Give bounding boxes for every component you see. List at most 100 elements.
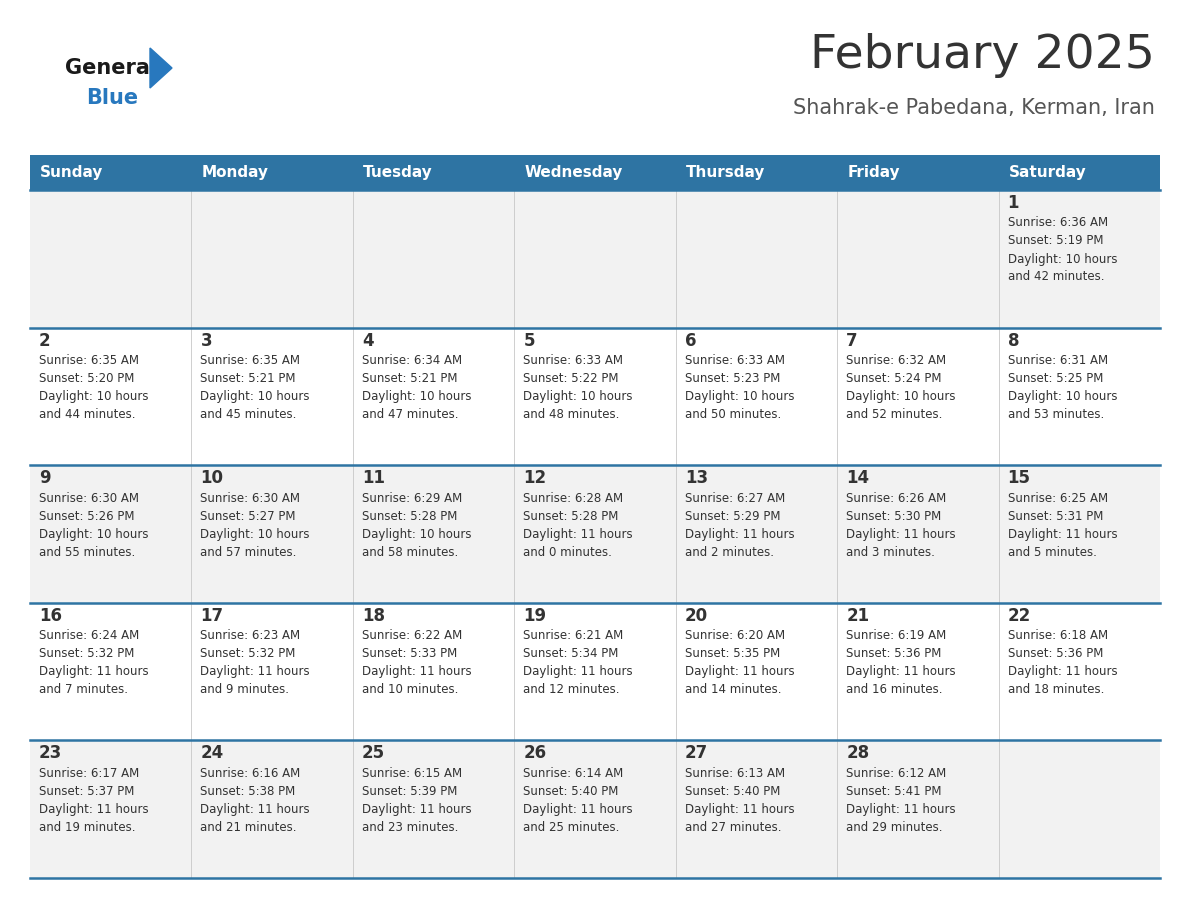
- Text: Blue: Blue: [86, 88, 138, 108]
- Text: and 50 minutes.: and 50 minutes.: [684, 409, 781, 421]
- Text: Daylight: 11 hours: Daylight: 11 hours: [362, 803, 472, 816]
- Text: Sunset: 5:25 PM: Sunset: 5:25 PM: [1007, 372, 1102, 385]
- Text: Sunrise: 6:30 AM: Sunrise: 6:30 AM: [39, 492, 139, 505]
- Text: Sunrise: 6:35 AM: Sunrise: 6:35 AM: [201, 354, 301, 367]
- Text: Sunrise: 6:36 AM: Sunrise: 6:36 AM: [1007, 217, 1107, 230]
- Text: and 53 minutes.: and 53 minutes.: [1007, 409, 1104, 421]
- Text: Daylight: 10 hours: Daylight: 10 hours: [1007, 252, 1117, 265]
- Text: Daylight: 11 hours: Daylight: 11 hours: [1007, 666, 1117, 678]
- Text: Sunset: 5:34 PM: Sunset: 5:34 PM: [523, 647, 619, 660]
- Text: 23: 23: [39, 744, 62, 763]
- Text: 4: 4: [362, 331, 373, 350]
- Text: Tuesday: Tuesday: [362, 165, 432, 180]
- Text: 2: 2: [39, 331, 51, 350]
- Text: Daylight: 10 hours: Daylight: 10 hours: [201, 390, 310, 403]
- Text: and 47 minutes.: and 47 minutes.: [362, 409, 459, 421]
- Text: Sunset: 5:37 PM: Sunset: 5:37 PM: [39, 785, 134, 798]
- Text: Daylight: 10 hours: Daylight: 10 hours: [523, 390, 633, 403]
- Text: 26: 26: [523, 744, 546, 763]
- Text: and 14 minutes.: and 14 minutes.: [684, 683, 782, 696]
- Text: Sunset: 5:24 PM: Sunset: 5:24 PM: [846, 372, 942, 385]
- Text: and 18 minutes.: and 18 minutes.: [1007, 683, 1104, 696]
- Text: Sunrise: 6:30 AM: Sunrise: 6:30 AM: [201, 492, 301, 505]
- Text: Sunrise: 6:33 AM: Sunrise: 6:33 AM: [684, 354, 785, 367]
- Text: 14: 14: [846, 469, 870, 487]
- Text: Sunrise: 6:34 AM: Sunrise: 6:34 AM: [362, 354, 462, 367]
- Text: Daylight: 11 hours: Daylight: 11 hours: [201, 803, 310, 816]
- Text: General: General: [65, 58, 157, 78]
- Bar: [30, 603, 1159, 741]
- Text: Sunset: 5:22 PM: Sunset: 5:22 PM: [523, 372, 619, 385]
- Text: Sunrise: 6:17 AM: Sunrise: 6:17 AM: [39, 767, 139, 780]
- Text: Sunset: 5:35 PM: Sunset: 5:35 PM: [684, 647, 781, 660]
- Text: Daylight: 10 hours: Daylight: 10 hours: [39, 528, 148, 541]
- Text: Sunrise: 6:13 AM: Sunrise: 6:13 AM: [684, 767, 785, 780]
- Text: 8: 8: [1007, 331, 1019, 350]
- Text: Sunset: 5:30 PM: Sunset: 5:30 PM: [846, 509, 941, 522]
- Text: Sunrise: 6:24 AM: Sunrise: 6:24 AM: [39, 630, 139, 643]
- Text: and 29 minutes.: and 29 minutes.: [846, 821, 942, 834]
- Text: Sunset: 5:32 PM: Sunset: 5:32 PM: [201, 647, 296, 660]
- Text: Saturday: Saturday: [1009, 165, 1086, 180]
- Text: Sunrise: 6:31 AM: Sunrise: 6:31 AM: [1007, 354, 1107, 367]
- Text: Sunrise: 6:18 AM: Sunrise: 6:18 AM: [1007, 630, 1107, 643]
- Text: and 48 minutes.: and 48 minutes.: [523, 409, 620, 421]
- Text: Daylight: 11 hours: Daylight: 11 hours: [846, 803, 956, 816]
- Text: and 12 minutes.: and 12 minutes.: [523, 683, 620, 696]
- Text: Sunrise: 6:27 AM: Sunrise: 6:27 AM: [684, 492, 785, 505]
- Text: 6: 6: [684, 331, 696, 350]
- Text: Sunrise: 6:25 AM: Sunrise: 6:25 AM: [1007, 492, 1107, 505]
- Text: Daylight: 11 hours: Daylight: 11 hours: [523, 803, 633, 816]
- Text: Sunrise: 6:19 AM: Sunrise: 6:19 AM: [846, 630, 947, 643]
- Text: and 3 minutes.: and 3 minutes.: [846, 545, 935, 559]
- Text: Thursday: Thursday: [685, 165, 765, 180]
- Text: and 44 minutes.: and 44 minutes.: [39, 409, 135, 421]
- Text: Sunset: 5:40 PM: Sunset: 5:40 PM: [523, 785, 619, 798]
- Text: and 27 minutes.: and 27 minutes.: [684, 821, 782, 834]
- Text: and 45 minutes.: and 45 minutes.: [201, 409, 297, 421]
- Text: Daylight: 10 hours: Daylight: 10 hours: [201, 528, 310, 541]
- Text: Sunset: 5:29 PM: Sunset: 5:29 PM: [684, 509, 781, 522]
- Text: February 2025: February 2025: [810, 32, 1155, 77]
- Text: 20: 20: [684, 607, 708, 625]
- Bar: [30, 190, 1159, 328]
- Text: Sunset: 5:21 PM: Sunset: 5:21 PM: [201, 372, 296, 385]
- Text: Monday: Monday: [202, 165, 268, 180]
- Text: and 58 minutes.: and 58 minutes.: [362, 545, 459, 559]
- Text: Daylight: 11 hours: Daylight: 11 hours: [684, 666, 795, 678]
- Text: Sunset: 5:28 PM: Sunset: 5:28 PM: [523, 509, 619, 522]
- Text: and 21 minutes.: and 21 minutes.: [201, 821, 297, 834]
- Text: 16: 16: [39, 607, 62, 625]
- Text: Sunrise: 6:29 AM: Sunrise: 6:29 AM: [362, 492, 462, 505]
- Text: 19: 19: [523, 607, 546, 625]
- Text: and 10 minutes.: and 10 minutes.: [362, 683, 459, 696]
- Text: and 19 minutes.: and 19 minutes.: [39, 821, 135, 834]
- Text: 17: 17: [201, 607, 223, 625]
- Text: Daylight: 10 hours: Daylight: 10 hours: [362, 528, 472, 541]
- Text: 3: 3: [201, 331, 211, 350]
- Text: and 0 minutes.: and 0 minutes.: [523, 545, 612, 559]
- Text: Sunday: Sunday: [40, 165, 103, 180]
- Text: Sunrise: 6:15 AM: Sunrise: 6:15 AM: [362, 767, 462, 780]
- Text: Sunrise: 6:12 AM: Sunrise: 6:12 AM: [846, 767, 947, 780]
- Text: and 7 minutes.: and 7 minutes.: [39, 683, 128, 696]
- Text: Shahrak-e Pabedana, Kerman, Iran: Shahrak-e Pabedana, Kerman, Iran: [794, 98, 1155, 118]
- Text: and 55 minutes.: and 55 minutes.: [39, 545, 135, 559]
- Text: Sunrise: 6:28 AM: Sunrise: 6:28 AM: [523, 492, 624, 505]
- Text: Sunrise: 6:21 AM: Sunrise: 6:21 AM: [523, 630, 624, 643]
- Text: Sunset: 5:39 PM: Sunset: 5:39 PM: [362, 785, 457, 798]
- Text: Sunset: 5:40 PM: Sunset: 5:40 PM: [684, 785, 781, 798]
- Text: and 23 minutes.: and 23 minutes.: [362, 821, 459, 834]
- Text: 22: 22: [1007, 607, 1031, 625]
- Bar: [30, 155, 1159, 190]
- Text: Sunset: 5:32 PM: Sunset: 5:32 PM: [39, 647, 134, 660]
- Text: Sunrise: 6:14 AM: Sunrise: 6:14 AM: [523, 767, 624, 780]
- Text: Sunset: 5:28 PM: Sunset: 5:28 PM: [362, 509, 457, 522]
- Text: Sunset: 5:41 PM: Sunset: 5:41 PM: [846, 785, 942, 798]
- Text: 18: 18: [362, 607, 385, 625]
- Text: and 57 minutes.: and 57 minutes.: [201, 545, 297, 559]
- Text: Daylight: 11 hours: Daylight: 11 hours: [523, 666, 633, 678]
- Text: Sunset: 5:27 PM: Sunset: 5:27 PM: [201, 509, 296, 522]
- Text: Daylight: 11 hours: Daylight: 11 hours: [39, 803, 148, 816]
- Polygon shape: [150, 48, 172, 88]
